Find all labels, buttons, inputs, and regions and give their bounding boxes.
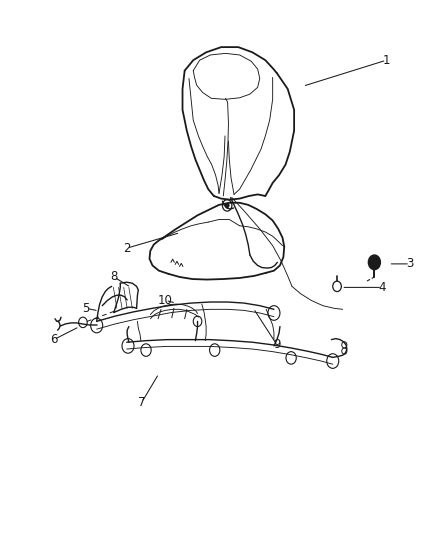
- Text: 8: 8: [110, 270, 117, 284]
- Text: 7: 7: [138, 396, 145, 409]
- Text: 6: 6: [50, 333, 57, 346]
- Text: 10: 10: [158, 294, 173, 307]
- Circle shape: [226, 203, 229, 207]
- Text: 1: 1: [383, 54, 390, 67]
- Text: 2: 2: [123, 242, 131, 255]
- Text: 3: 3: [406, 257, 414, 270]
- Text: 9: 9: [273, 338, 281, 351]
- Text: 4: 4: [378, 281, 386, 294]
- Text: 5: 5: [82, 302, 90, 315]
- Circle shape: [368, 255, 380, 270]
